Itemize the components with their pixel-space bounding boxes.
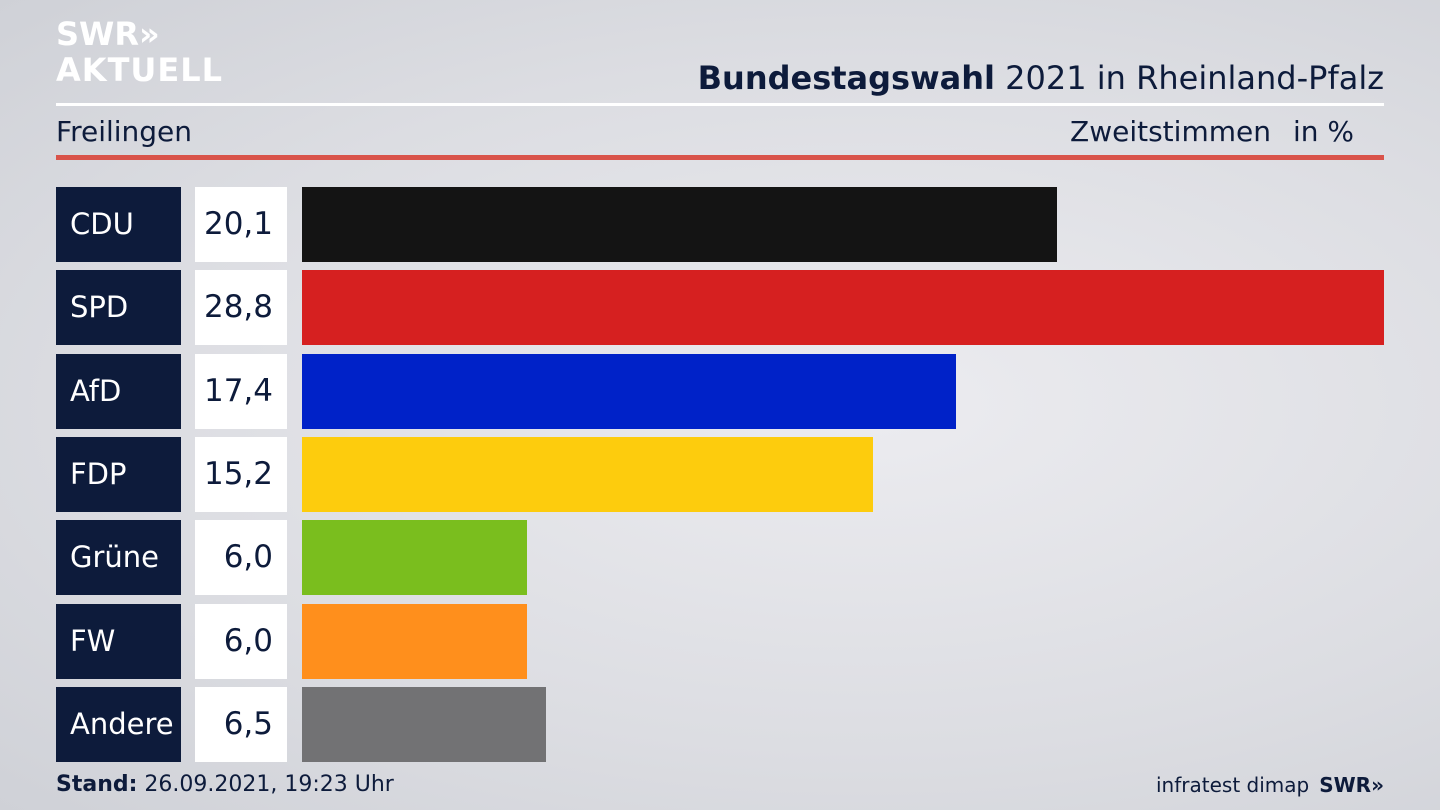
party-label: Andere [56, 686, 181, 762]
title-bold: Bundestagswahl [697, 59, 995, 97]
value-label: 20,1 [195, 187, 287, 262]
header-divider [56, 103, 1384, 106]
metric-unit: Zweitstimmen in % [1070, 112, 1354, 152]
logo-line-1: SWR» [56, 15, 160, 53]
value-label: 6,0 [195, 603, 287, 679]
timestamp: Stand: 26.09.2021, 19:23 Uhr [56, 770, 394, 800]
value-label: 17,4 [195, 353, 287, 429]
bar-afd [302, 353, 956, 429]
location-label: Freilingen [56, 115, 193, 148]
bar-andere [302, 686, 546, 762]
value-label: 6,5 [195, 686, 287, 762]
value-label: 6,0 [195, 520, 287, 596]
party-label: CDU [56, 187, 181, 262]
title-rest: 2021 in Rheinland-Pfalz [995, 59, 1384, 97]
value-label: 28,8 [195, 270, 287, 346]
metric-label: Zweitstimmen [1070, 115, 1271, 148]
party-label: AfD [56, 353, 181, 429]
bar-fw [302, 603, 527, 679]
value-label: 15,2 [195, 436, 287, 512]
unit-label: in % [1292, 115, 1354, 148]
source-credit: infratest dimap SWR» [1156, 770, 1384, 800]
stand-label: Stand: [56, 772, 138, 797]
logo-line-2: AKTUELL [56, 51, 224, 89]
party-label: SPD [56, 270, 181, 346]
subheader: Freilingen Zweitstimmen in % [56, 112, 1384, 152]
bar-spd [302, 270, 1384, 346]
party-label: FW [56, 603, 181, 679]
chart-title: Bundestagswahl 2021 in Rheinland-Pfalz [698, 58, 1384, 98]
bar-grüne [302, 520, 527, 596]
source-label: infratest dimap [1156, 773, 1310, 797]
swr-aktuell-logo: SWR» AKTUELL [56, 16, 223, 88]
accent-rule [56, 155, 1384, 160]
swr-footer-logo: SWR» [1319, 773, 1384, 797]
party-label: Grüne [56, 520, 181, 596]
bar-cdu [302, 187, 1057, 262]
stand-value: 26.09.2021, 19:23 Uhr [137, 772, 394, 797]
bar-fdp [302, 436, 873, 512]
party-label: FDP [56, 436, 181, 512]
